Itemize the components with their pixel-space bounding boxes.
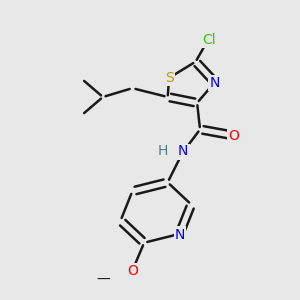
Text: N: N	[177, 145, 188, 158]
Text: O: O	[228, 129, 239, 143]
Text: Cl: Cl	[202, 33, 216, 46]
Text: O: O	[127, 264, 138, 278]
Text: N: N	[178, 146, 188, 159]
Text: O: O	[127, 264, 138, 278]
Text: H: H	[159, 146, 169, 159]
Text: S: S	[165, 71, 173, 85]
Text: H: H	[158, 145, 168, 158]
Text: N: N	[210, 76, 220, 90]
Text: N: N	[175, 227, 185, 242]
Text: —: —	[96, 273, 110, 286]
